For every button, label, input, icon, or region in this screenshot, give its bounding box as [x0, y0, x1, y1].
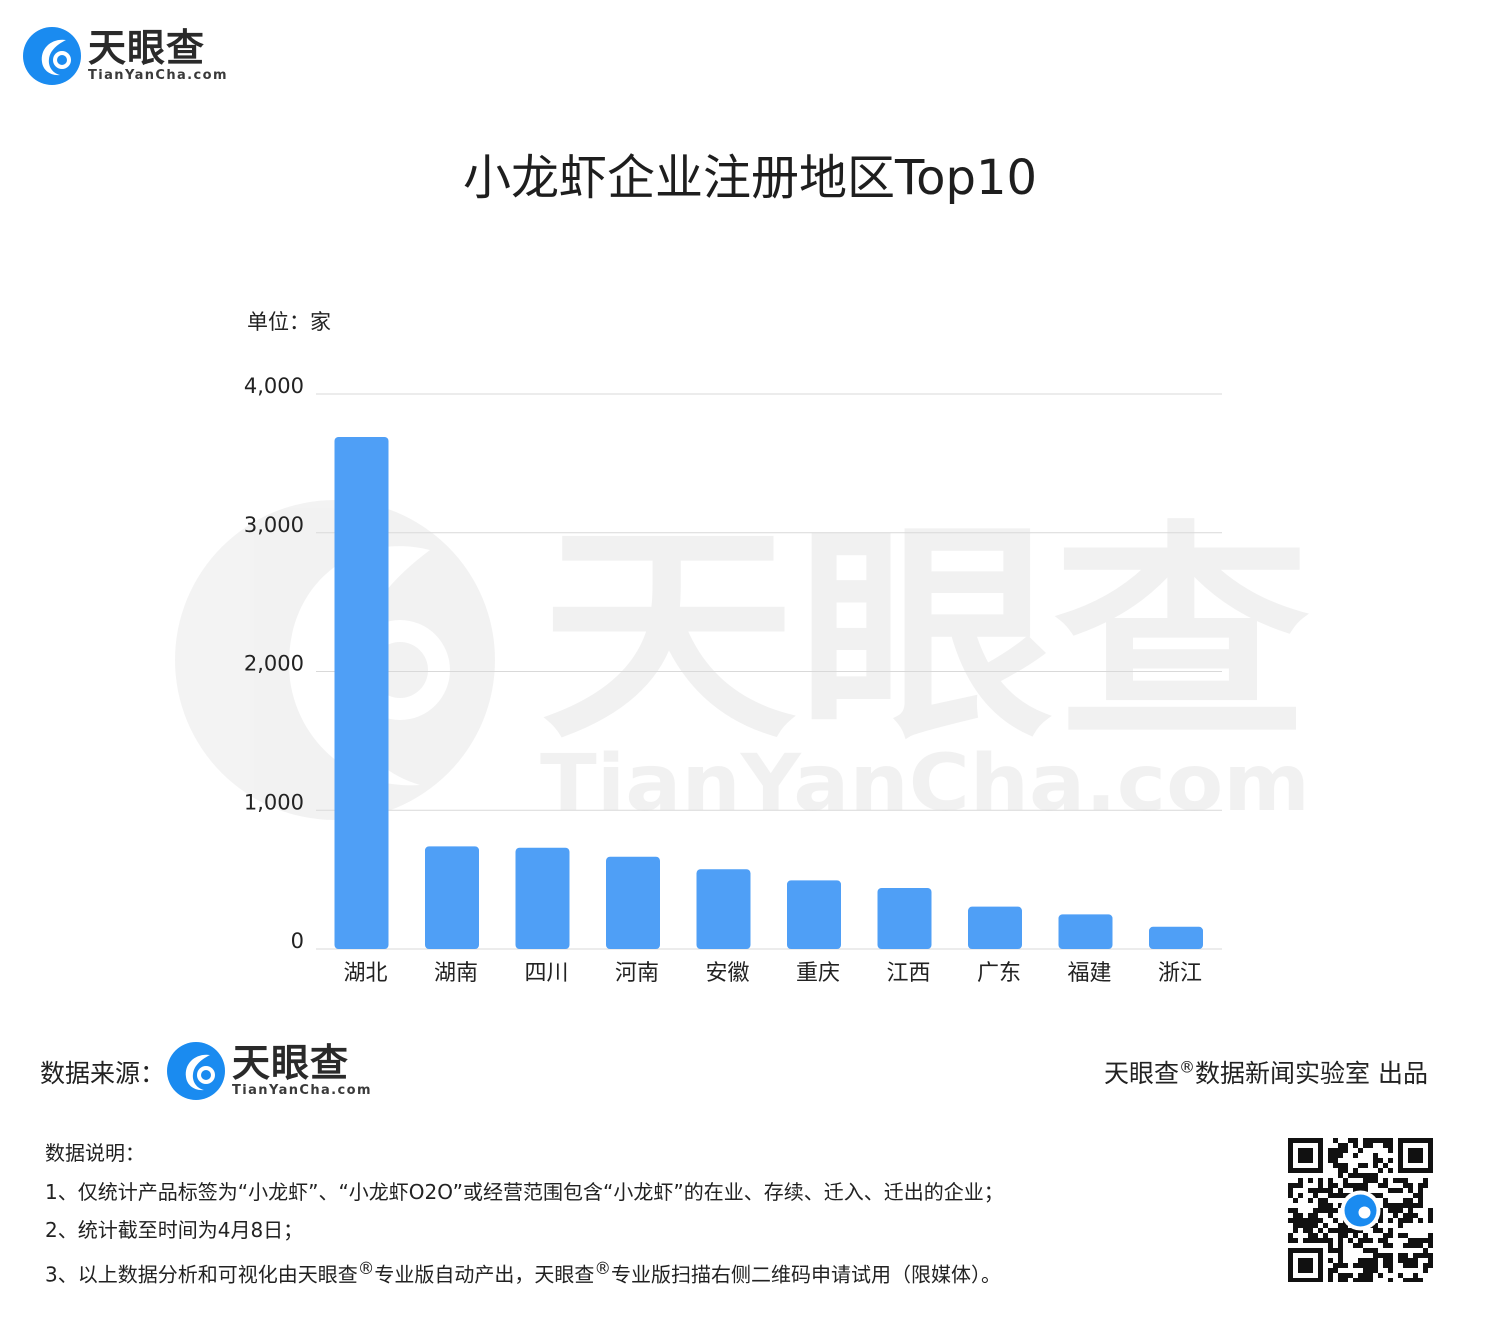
x-tick-label: 安徽 [705, 961, 749, 986]
logo-name-cn: 天眼查 [232, 1041, 350, 1085]
x-tick-label: 四川 [524, 961, 568, 986]
x-tick-label: 江西 [886, 961, 930, 986]
logo-name-en: TianYanCha.com [232, 1083, 372, 1098]
note-2: 2、统计截至时间为4月8日； [45, 1218, 304, 1242]
bar [787, 880, 841, 949]
bars [334, 437, 1203, 949]
producer-suffix: 数据新闻实验室 出品 [1195, 1059, 1428, 1088]
registered-mark: ® [594, 1258, 612, 1278]
unit-label: 单位：家 [247, 310, 331, 334]
bar [696, 869, 751, 949]
logo-name-cn: 天眼查 [88, 26, 206, 70]
note-3-part-a: 3、以上数据分析和可视化由天眼查 [45, 1262, 358, 1287]
registered-mark: ® [1179, 1057, 1196, 1077]
bar [606, 856, 660, 949]
registered-mark: ® [357, 1258, 375, 1278]
producer-credit: 天眼查®数据新闻实验室 出品 [1104, 1054, 1428, 1090]
bar [1058, 914, 1113, 949]
y-tick-label: 0 [291, 929, 304, 953]
note-3: 3、以上数据分析和可视化由天眼查®专业版自动产出，天眼查®专业版扫描右侧二维码申… [45, 1250, 1004, 1294]
bar [425, 846, 479, 949]
eye-logo-icon [167, 1042, 225, 1100]
bar [1149, 926, 1203, 949]
logo-name-en: TianYanCha.com [88, 68, 228, 83]
note-3-part-b: 专业版自动产出，天眼查 [374, 1262, 595, 1287]
x-tick-label: 浙江 [1158, 961, 1202, 986]
x-tick-label: 湖北 [343, 961, 387, 986]
bar [968, 906, 1022, 949]
y-axis-ticks: 0 1,000 2,000 3,000 4,000 [244, 374, 304, 953]
bar [515, 847, 570, 949]
source-logo: 天眼查 TianYanCha.com [166, 1041, 372, 1101]
eye-logo-icon [23, 27, 81, 85]
qr-code-icon[interactable] [1288, 1138, 1434, 1282]
x-tick-label: 福建 [1067, 961, 1111, 986]
x-tick-label: 河南 [615, 961, 659, 986]
x-tick-label: 湖南 [434, 961, 478, 986]
data-notes: 数据说明： 1、仅统计产品标签为“小龙虾”、“小龙虾O2O”或经营范围包含“小龙… [45, 1134, 1004, 1294]
y-tick-label: 4,000 [244, 374, 304, 398]
y-tick-label: 3,000 [244, 513, 304, 537]
note-3-part-c: 专业版扫描右侧二维码申请试用（限媒体）。 [611, 1262, 1002, 1287]
notes-title: 数据说明： [45, 1141, 145, 1165]
tianyancha-logo: 天眼查 TianYanCha.com [22, 26, 228, 86]
y-tick-label: 2,000 [244, 652, 304, 676]
note-1: 1、仅统计产品标签为“小龙虾”、“小龙虾O2O”或经营范围包含“小龙虾”的在业、… [45, 1179, 1004, 1204]
y-tick-label: 1,000 [244, 790, 304, 814]
producer-prefix: 天眼查 [1104, 1059, 1180, 1088]
bar [334, 437, 389, 949]
x-axis-ticks: 湖北 湖南 四川 河南 安徽 重庆 江西 广东 福建 浙江 [343, 961, 1202, 986]
x-tick-label: 广东 [977, 961, 1021, 986]
data-source-label: 数据来源： [40, 1059, 166, 1088]
chart-title: 小龙虾企业注册地区Top10 [462, 150, 1038, 206]
x-tick-label: 重庆 [796, 961, 840, 986]
bar [877, 887, 932, 949]
